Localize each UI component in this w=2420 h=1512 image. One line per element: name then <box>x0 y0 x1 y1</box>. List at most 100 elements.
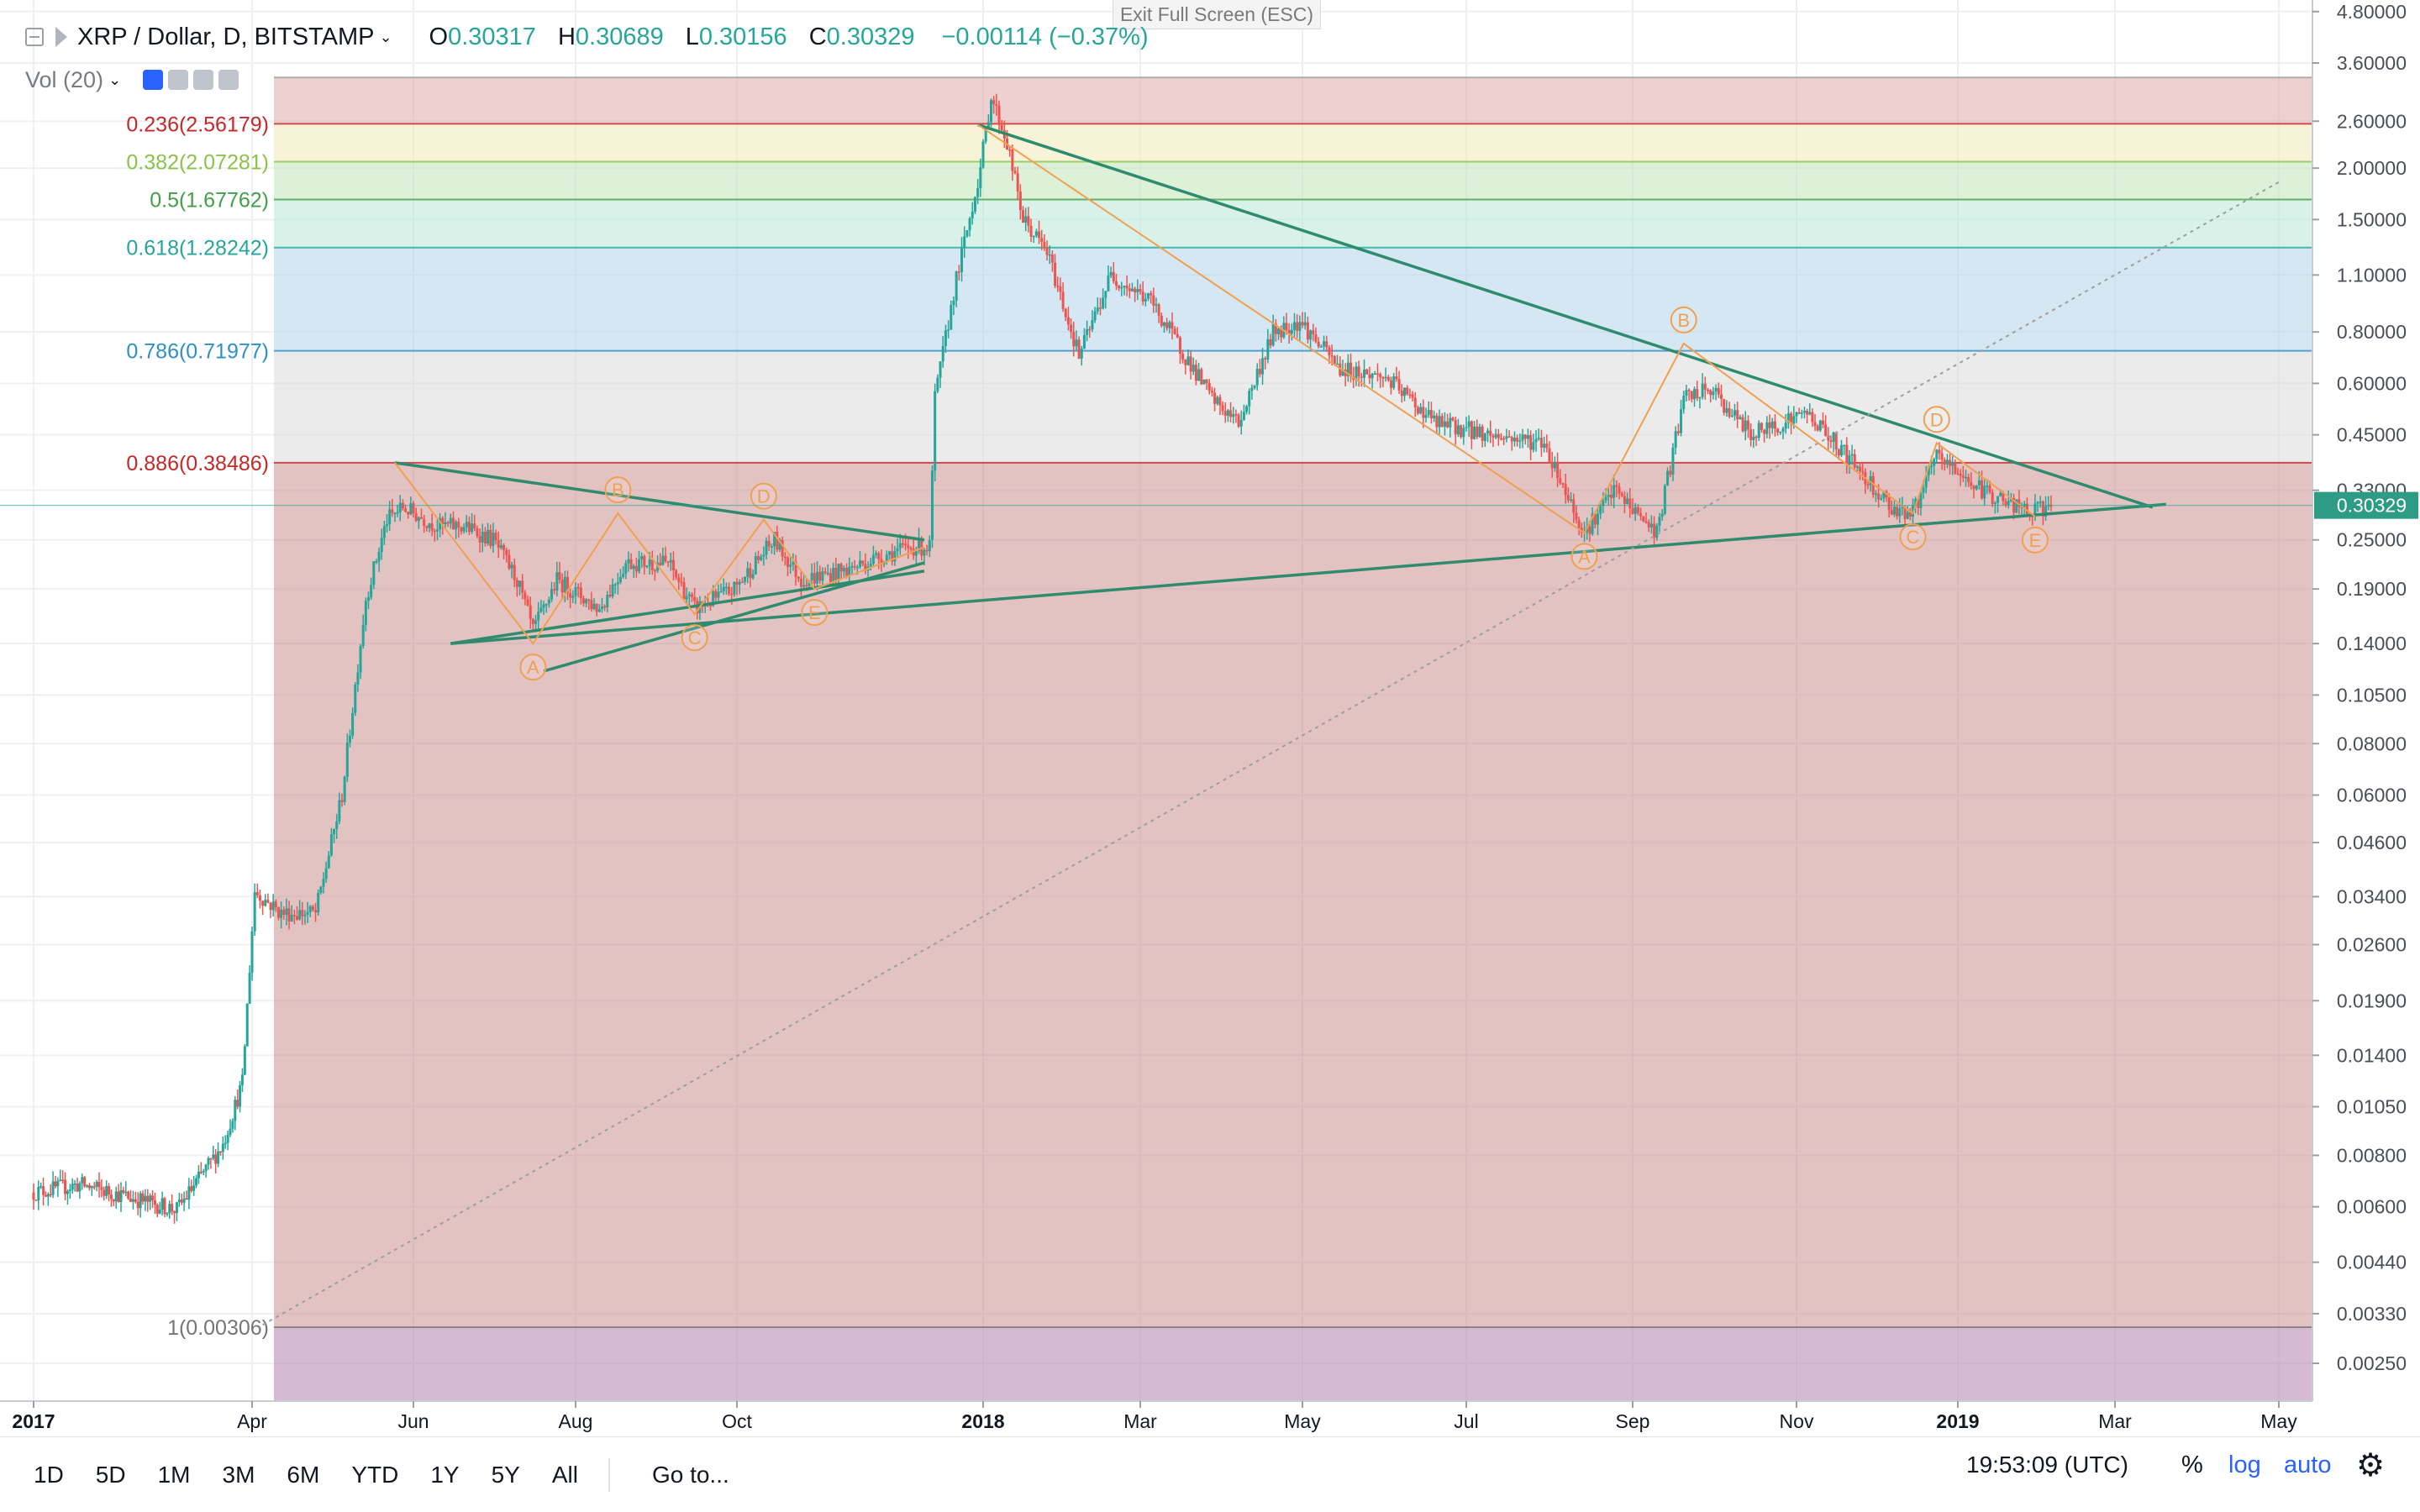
candle-body <box>1736 410 1739 420</box>
exit-fullscreen-tooltip[interactable]: Exit Full Screen (ESC) <box>1113 0 1321 29</box>
candle-body <box>1389 380 1392 388</box>
candle-body <box>149 1195 152 1202</box>
candle-body <box>1927 466 1930 475</box>
candle-body <box>1607 494 1610 497</box>
candle-body <box>136 1201 139 1209</box>
candle-body <box>1429 410 1433 419</box>
candle-body <box>1368 374 1371 379</box>
candle-body <box>333 829 336 835</box>
candle-body <box>290 915 293 921</box>
candle-body <box>1996 496 2000 503</box>
candle-body <box>301 910 304 916</box>
timeframe-1y[interactable]: 1Y <box>430 1461 460 1488</box>
candle-body <box>724 586 728 588</box>
volume-label[interactable]: Vol (20) <box>25 66 104 92</box>
price-axis <box>2312 0 2420 1436</box>
candle-body <box>1397 379 1401 391</box>
candle-body <box>1575 512 1578 520</box>
timeframe-all[interactable]: All <box>551 1461 578 1488</box>
candle-body <box>1510 437 1513 442</box>
candle-body <box>1618 486 1621 494</box>
candle-body <box>2036 501 2039 504</box>
candle-body <box>1548 448 1551 463</box>
candle-body <box>1680 409 1683 433</box>
log-toggle[interactable]: log <box>2228 1452 2261 1478</box>
candle-body <box>1709 390 1712 396</box>
candle-body <box>1253 385 1256 388</box>
candle-body <box>1333 356 1336 365</box>
fib-zone-0.382 <box>274 161 2312 200</box>
percent-toggle[interactable]: % <box>2181 1452 2203 1478</box>
trendline-inner-1 <box>543 561 925 673</box>
candle-body <box>1114 281 1118 286</box>
candle-body <box>388 509 392 524</box>
candle-body <box>1489 430 1492 436</box>
candle-body <box>1972 486 1975 490</box>
candle-body <box>837 564 840 580</box>
candle-body <box>1626 498 1629 504</box>
volume-legend: Vol (20) ⌄ <box>25 63 239 97</box>
eye-icon[interactable] <box>143 70 164 90</box>
wave-2018-point-D <box>1923 406 1950 433</box>
candle-body <box>521 580 524 593</box>
settings-gear-icon[interactable]: ⚙ <box>2356 1448 2386 1483</box>
auto-toggle[interactable]: auto <box>2284 1452 2332 1478</box>
candle-body <box>1221 405 1224 412</box>
timeframe-3m[interactable]: 3M <box>222 1461 255 1488</box>
candle-body <box>1671 448 1675 475</box>
symbol-title[interactable]: XRP / Dollar, D, BITSTAMP <box>77 23 375 50</box>
candle-body <box>783 556 786 559</box>
close-value: 0.30329 <box>826 23 915 50</box>
timeframe-ytd[interactable]: YTD <box>351 1461 399 1488</box>
candle-body <box>518 580 522 587</box>
timeframe-5y[interactable]: 5Y <box>491 1461 520 1488</box>
candle-body <box>1082 334 1086 349</box>
collapse-icon[interactable] <box>25 28 44 46</box>
price-tick-label: 2.60000 <box>2337 110 2407 132</box>
candle-body <box>1197 369 1201 381</box>
candle-body <box>1561 483 1565 485</box>
fib-zone-0.618 <box>274 247 2312 351</box>
candle-body <box>1967 476 1970 483</box>
clock-display[interactable]: 19:53:09 (UTC) <box>1966 1452 2128 1478</box>
candle-body <box>1050 254 1054 263</box>
chevron-down-icon[interactable]: ⌄ <box>108 71 122 88</box>
candle-body <box>1134 288 1137 293</box>
candle-body <box>1306 322 1309 340</box>
candle-body <box>226 1135 229 1143</box>
candle-body <box>1013 171 1017 174</box>
time-tick-label: 2018 <box>961 1410 1004 1432</box>
candle-body <box>891 551 894 562</box>
price-tick-label: 0.19000 <box>2337 578 2407 600</box>
candle-body <box>1266 339 1270 360</box>
delete-icon[interactable] <box>193 70 214 90</box>
price-tick-label: 0.04600 <box>2337 832 2407 853</box>
candle-body <box>1634 507 1637 514</box>
candle-body <box>97 1181 101 1188</box>
candle-body <box>1102 297 1105 309</box>
candle-body <box>1719 394 1723 400</box>
candle-body <box>829 573 832 582</box>
time-tick-label: Oct <box>722 1410 752 1432</box>
timeframe-5d[interactable]: 5D <box>95 1461 126 1488</box>
flag-icon[interactable] <box>55 27 67 47</box>
timeframe-1d[interactable]: 1D <box>34 1461 64 1488</box>
candle-body <box>1848 455 1851 465</box>
candle-body <box>797 576 800 579</box>
close-icon[interactable] <box>218 70 239 90</box>
timeframe-1m[interactable]: 1M <box>157 1461 191 1488</box>
candle-body <box>1029 225 1033 237</box>
candle-body <box>423 518 426 527</box>
candle-body <box>1861 470 1865 473</box>
candle-body <box>1038 231 1041 239</box>
candle-body <box>1045 247 1049 255</box>
candle-body <box>430 523 434 531</box>
gear-icon[interactable] <box>168 70 189 90</box>
chevron-down-icon[interactable]: ⌄ <box>379 28 392 45</box>
candle-body <box>1658 517 1661 526</box>
candle-body <box>1370 373 1374 379</box>
goto-button[interactable]: Go to... <box>651 1461 729 1488</box>
timeframe-6m[interactable]: 6M <box>287 1461 320 1488</box>
